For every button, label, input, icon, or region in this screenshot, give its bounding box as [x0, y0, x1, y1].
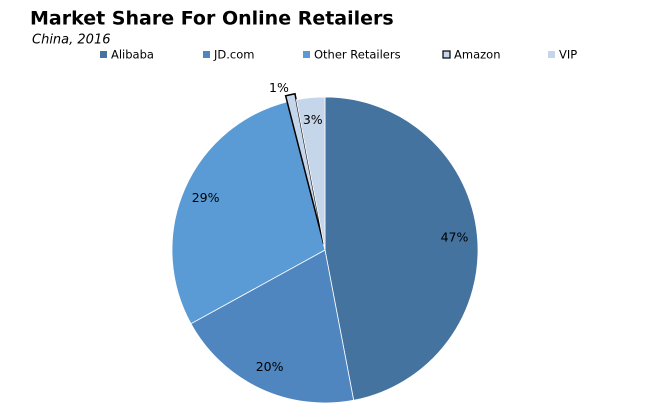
pie-slice [295, 96, 326, 251]
pie-slice [171, 101, 326, 325]
value-label: 47% [441, 229, 469, 244]
legend-label: Alibaba [111, 48, 154, 62]
legend-swatch [303, 51, 310, 58]
pie-slice [284, 92, 325, 245]
value-label: 3% [303, 112, 323, 127]
legend-label: Amazon [454, 48, 500, 62]
legend-swatch [100, 51, 107, 58]
pie-slice [324, 96, 479, 401]
value-label: 29% [192, 190, 220, 205]
value-label: 20% [256, 359, 284, 374]
legend-swatch [203, 51, 210, 58]
legend-label: Other Retailers [314, 48, 401, 62]
chart-subtitle: China, 2016 [32, 33, 110, 48]
pie: 47% 20% 29% 1% 3% [171, 80, 479, 404]
legend-swatch [548, 51, 555, 58]
value-label: 1% [269, 80, 289, 95]
pie-slice [190, 249, 355, 404]
legend-label: VIP [559, 48, 577, 62]
chart-title: Market Share For Online Retailers [30, 8, 394, 30]
legend-label: JD.com [213, 48, 254, 62]
legend: Alibaba JD.com Other Retailers Amazon VIP [100, 48, 577, 62]
legend-swatch [442, 50, 451, 59]
